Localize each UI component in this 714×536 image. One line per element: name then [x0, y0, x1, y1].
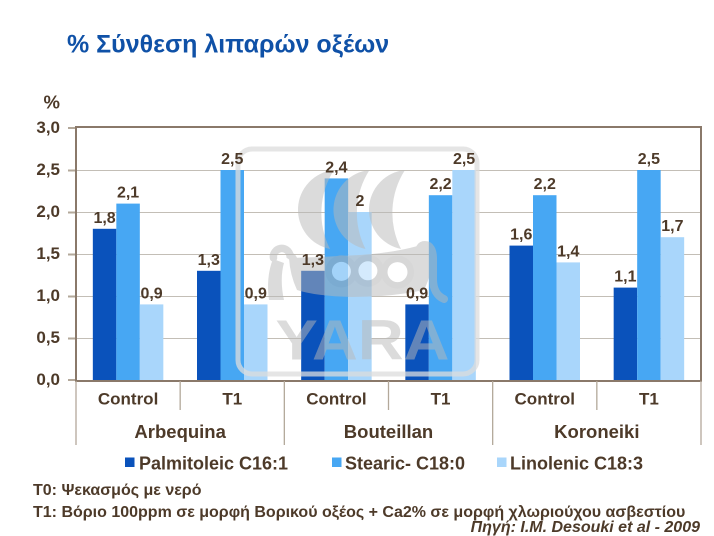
svg-text:Koroneiki: Koroneiki [554, 421, 639, 442]
svg-text:T1: T1 [222, 390, 242, 409]
svg-text:2: 2 [355, 193, 364, 210]
svg-text:Bouteillan: Bouteillan [344, 421, 433, 442]
svg-text:0,0: 0,0 [36, 370, 60, 389]
svg-text:2,4: 2,4 [325, 159, 347, 176]
svg-text:2,2: 2,2 [534, 176, 556, 193]
svg-text:2,5: 2,5 [36, 160, 60, 179]
svg-text:Control: Control [98, 390, 158, 409]
svg-text:1,0: 1,0 [36, 286, 60, 305]
svg-text:2,5: 2,5 [453, 151, 475, 168]
svg-text:2,1: 2,1 [117, 185, 139, 202]
svg-text:0,9: 0,9 [406, 285, 428, 302]
svg-text:1,6: 1,6 [510, 227, 532, 244]
svg-text:1,5: 1,5 [36, 244, 60, 263]
svg-text:2,5: 2,5 [221, 151, 243, 168]
svg-text:1,8: 1,8 [93, 210, 115, 227]
svg-text:1,4: 1,4 [557, 243, 579, 260]
svg-text:1,3: 1,3 [302, 252, 324, 269]
svg-text:1,3: 1,3 [198, 252, 220, 269]
svg-text:Πηγή: I.M. Desouki et al - 200: Πηγή: I.M. Desouki et al - 2009 [471, 519, 700, 536]
svg-text:T1: T1 [639, 390, 659, 409]
svg-text:Palmitoleic C16:1: Palmitoleic C16:1 [139, 454, 288, 474]
svg-text:1,1: 1,1 [614, 269, 636, 286]
svg-text:Stearic- C18:0: Stearic- C18:0 [345, 454, 465, 474]
svg-text:0,5: 0,5 [36, 328, 60, 347]
svg-text:% Σύνθεση λιπαρών οξέων: % Σύνθεση λιπαρών οξέων [67, 31, 389, 59]
svg-text:Control: Control [306, 390, 366, 409]
svg-text:YARA: YARA [276, 309, 450, 373]
svg-text:T1: T1 [431, 390, 451, 409]
svg-text:2,2: 2,2 [429, 176, 451, 193]
svg-text:Arbequina: Arbequina [134, 421, 226, 442]
svg-text:T0: Ψεκασμός με νερό: T0: Ψεκασμός με νερό [33, 482, 202, 499]
svg-text:2,0: 2,0 [36, 202, 60, 221]
svg-text:3,0: 3,0 [36, 118, 60, 137]
svg-text:Control: Control [515, 390, 575, 409]
svg-text:1,7: 1,7 [661, 218, 683, 235]
svg-text:T1: Βόριο 100ppm σε μορφή Βορι: T1: Βόριο 100ppm σε μορφή Βορικού οξέος … [33, 504, 685, 521]
svg-text:%: % [44, 92, 60, 113]
svg-text:2,5: 2,5 [638, 151, 660, 168]
svg-text:0,9: 0,9 [140, 285, 162, 302]
svg-text:0,9: 0,9 [245, 285, 267, 302]
svg-text:Linolenic C18:3: Linolenic C18:3 [510, 454, 643, 474]
